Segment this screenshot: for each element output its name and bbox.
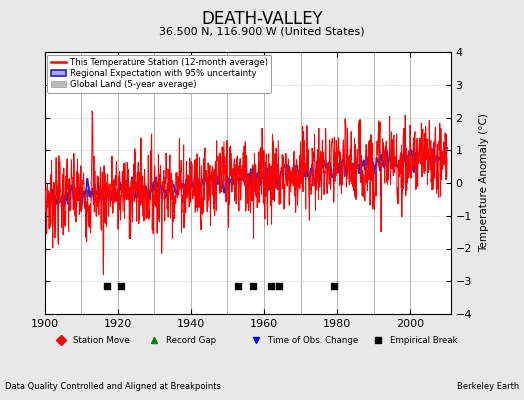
Text: 36.500 N, 116.900 W (United States): 36.500 N, 116.900 W (United States) xyxy=(159,26,365,36)
Text: Data Quality Controlled and Aligned at Breakpoints: Data Quality Controlled and Aligned at B… xyxy=(5,382,221,391)
Text: Berkeley Earth: Berkeley Earth xyxy=(456,382,519,391)
Text: Empirical Break: Empirical Break xyxy=(390,336,457,345)
Legend: This Temperature Station (12-month average), Regional Expectation with 95% uncer: This Temperature Station (12-month avera… xyxy=(47,54,271,93)
Y-axis label: Temperature Anomaly (°C): Temperature Anomaly (°C) xyxy=(479,114,489,252)
Text: Time of Obs. Change: Time of Obs. Change xyxy=(268,336,358,345)
Text: Station Move: Station Move xyxy=(73,336,129,345)
Text: DEATH-VALLEY: DEATH-VALLEY xyxy=(201,10,323,28)
Text: Record Gap: Record Gap xyxy=(167,336,216,345)
